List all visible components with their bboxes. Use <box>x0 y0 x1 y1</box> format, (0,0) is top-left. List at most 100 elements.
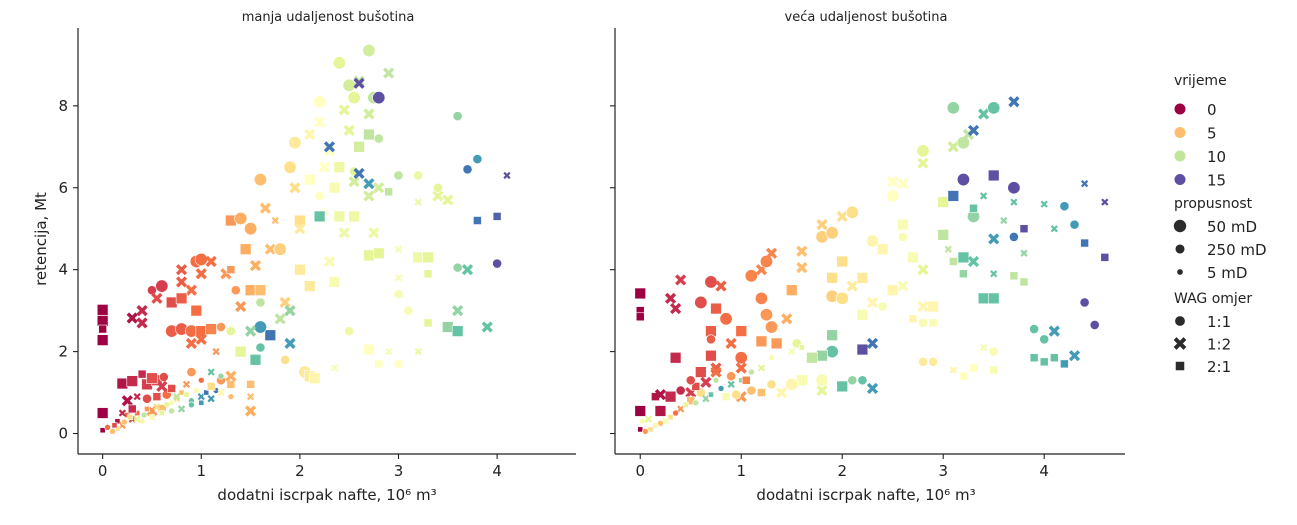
panel-left-point-146 <box>253 320 267 334</box>
panel-left-point-97 <box>348 176 360 188</box>
panel-left-point-195 <box>142 393 152 404</box>
panel-left-point-211 <box>140 411 148 419</box>
panel-left-point-117 <box>412 251 424 264</box>
panel-right-point-68 <box>956 173 970 187</box>
panel-right-point-25 <box>734 351 748 365</box>
panel-left-point-48 <box>249 259 262 272</box>
panel-right-point-0 <box>634 287 646 300</box>
legend-size-label-2: 5 mD <box>1207 264 1247 282</box>
panel-right-point-62 <box>937 196 949 208</box>
panel-left-point-5 <box>99 427 106 434</box>
panel-left-point-145 <box>264 329 277 341</box>
panel-right-point-133 <box>857 375 868 386</box>
panel-right-point-24 <box>735 325 747 337</box>
panel-right-point-13 <box>694 295 708 309</box>
panel-right-point-102 <box>1068 350 1081 362</box>
panel-right-point-123 <box>927 300 939 313</box>
panel-left-point-207 <box>111 422 118 429</box>
panel-right-point-122 <box>928 318 938 328</box>
panel-left-point-127 <box>461 264 474 276</box>
panel-left-point-158 <box>227 393 235 400</box>
panel-left-point-80 <box>333 210 346 223</box>
panel-left-point-151 <box>225 326 236 337</box>
panel-left-point-121 <box>423 318 433 328</box>
panel-left-point-200 <box>146 372 158 384</box>
panel-right-point-104 <box>1050 225 1058 233</box>
panel-right-point-61 <box>917 157 929 169</box>
panel-left-point-66 <box>304 280 316 292</box>
panel-right-point-184 <box>638 417 646 425</box>
panel-right-point-127 <box>886 284 899 296</box>
panel-left-point-56 <box>279 296 291 309</box>
legend-style-label-x: 1:2 <box>1207 336 1231 354</box>
panel-right-point-181 <box>710 366 722 378</box>
panel-left-point-15 <box>126 312 138 324</box>
legend-size-marker-0 <box>1173 219 1187 233</box>
panel-right-point-167 <box>652 422 659 429</box>
panel-right-x-tick-label-1: 1 <box>736 462 746 480</box>
panel-left-point-81 <box>338 227 350 239</box>
panel-right-title: veća udaljenost bušotina <box>785 10 948 25</box>
legend-size-entries: 50 mD 250 mD 5 mD <box>1173 218 1267 282</box>
panel-right-point-77 <box>979 192 988 200</box>
panel-right-point-70 <box>978 108 990 120</box>
panel-left-point-46 <box>244 222 258 236</box>
panel-left-title: manja udaljenost bušotina <box>242 10 415 25</box>
panel-left-point-124 <box>442 194 454 206</box>
panel-left-x-tick-label-0: 0 <box>98 462 108 480</box>
panel-left-point-208 <box>121 418 128 426</box>
panel-left-axes: 0 1 2 3 4 0 2 4 6 8 <box>58 28 576 480</box>
panel-left-point-30 <box>190 304 203 317</box>
panel-right-point-174 <box>721 392 731 401</box>
panel-left-point-82 <box>344 326 355 337</box>
panel-left-point-120 <box>414 347 422 356</box>
panel-left-point-194 <box>118 409 127 417</box>
panel-left-point-2 <box>98 324 107 334</box>
panel-left-point-113 <box>393 289 404 300</box>
panel-left-point-20 <box>151 292 163 304</box>
panel-right-point-180 <box>685 375 696 386</box>
panel-left-x-tick-label-4: 4 <box>492 462 502 480</box>
panel-right-point-3 <box>634 405 646 417</box>
panel-right-point-86 <box>977 292 990 305</box>
panel-left-point-68 <box>304 128 316 141</box>
panel-right-point-41 <box>816 219 828 231</box>
panel-right-point-99 <box>1039 357 1049 367</box>
panel-right-point-56 <box>897 218 909 231</box>
panel-right-point-114 <box>979 343 988 352</box>
panel-left-point-152 <box>274 313 286 325</box>
panel-left-point-135 <box>492 212 502 221</box>
panel-left-point-43 <box>230 285 241 296</box>
panel-left-point-206 <box>104 424 111 431</box>
panel-left-point-21 <box>165 296 178 309</box>
panel-left-point-173 <box>203 389 210 396</box>
panel-left-point-78 <box>328 276 341 288</box>
panel-right-point-137 <box>826 329 838 341</box>
panel-right-point-124 <box>917 300 929 313</box>
panel-left-point-22 <box>175 276 188 288</box>
panel-right-point-57 <box>897 232 908 242</box>
panel-left-point-36 <box>195 333 207 345</box>
panel-left-point-37 <box>185 337 197 349</box>
legend-hue-label-5: 5 <box>1207 125 1217 143</box>
panel-left-point-141 <box>353 77 365 89</box>
panel-right-point-42 <box>825 226 839 240</box>
panel-right-point-172 <box>702 395 710 403</box>
legend-hue-marker-0 <box>1173 102 1187 116</box>
panel-left-point-58 <box>283 160 297 174</box>
panel-left-point-91 <box>343 124 355 136</box>
panel-left-point-101 <box>393 170 404 181</box>
panel-left-point-115 <box>413 170 424 181</box>
panel-left-point-47 <box>239 243 252 255</box>
panel-right-point-50 <box>856 272 869 284</box>
panel-right-point-132 <box>866 337 879 349</box>
panel-right-point-21 <box>695 366 707 378</box>
panel-right-point-101 <box>1060 359 1069 369</box>
panel-left-point-55 <box>273 242 287 256</box>
panel-right-point-145 <box>776 386 788 399</box>
panel-right-point-90 <box>1019 224 1029 234</box>
legend-size-marker-1 <box>1174 243 1186 255</box>
panel-right-point-14 <box>704 275 718 289</box>
panel-right-point-139 <box>816 349 828 362</box>
panel-left-point-198 <box>167 384 177 393</box>
